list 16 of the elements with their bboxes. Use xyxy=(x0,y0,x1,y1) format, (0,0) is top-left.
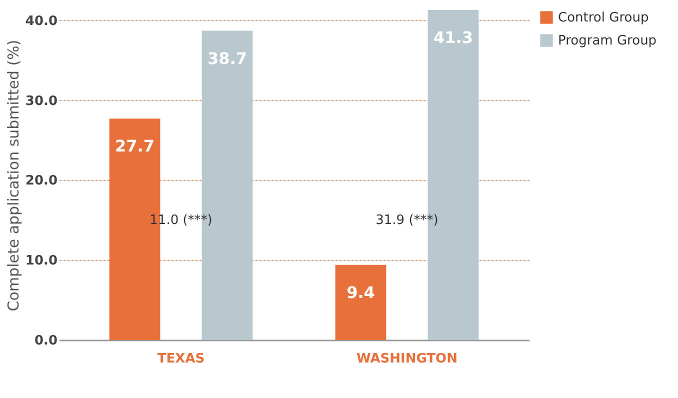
y-tick-label: 30.0 xyxy=(25,94,58,109)
legend-label: Program Group xyxy=(558,34,657,48)
legend-label: Control Group xyxy=(558,10,649,26)
x-tick-label: TEXAS xyxy=(157,352,205,366)
y-tick-label: 40.0 xyxy=(25,14,58,29)
y-tick-label: 10.0 xyxy=(25,254,58,269)
data-label: 9.4 xyxy=(346,282,375,302)
y-axis-title: Complete application submitted (%) xyxy=(4,40,22,312)
data-label: 27.7 xyxy=(115,136,155,156)
y-tick-label: 20.0 xyxy=(25,174,58,189)
annotation: 31.9 (***) xyxy=(376,213,438,228)
y-tick-label: 0.0 xyxy=(34,334,58,348)
data-label: 38.7 xyxy=(208,48,248,68)
data-label: 41.3 xyxy=(433,28,473,47)
bar xyxy=(335,264,386,340)
x-tick-label: WASHINGTON xyxy=(356,352,458,366)
